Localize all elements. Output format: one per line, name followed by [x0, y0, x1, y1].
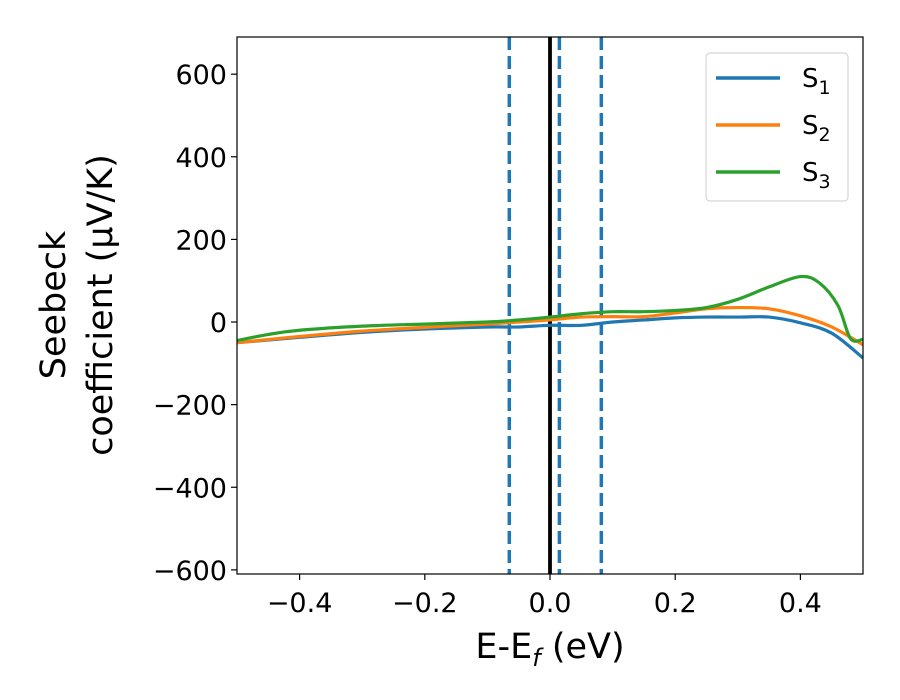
y-tick-label: −200 — [153, 391, 227, 422]
y-tick-label: 600 — [175, 60, 227, 91]
legend-label-s2: S2 — [802, 111, 831, 146]
legend: S1 S2 S3 — [705, 52, 849, 202]
x-axis-ticks: −0.4 −0.2 0.0 0.2 0.4 — [267, 574, 822, 619]
x-tick-label: 0.4 — [779, 588, 822, 619]
y-axis-label: Seebeck coefficient (μV/K) — [34, 154, 121, 456]
y-tick-label: −400 — [153, 473, 227, 504]
y-tick-label: −600 — [153, 556, 227, 587]
x-tick-label: 0.2 — [654, 588, 697, 619]
series-line-s3 — [237, 274, 863, 343]
series-lines — [237, 274, 863, 360]
y-tick-label: 400 — [175, 143, 227, 174]
x-tick-label: 0.0 — [529, 588, 572, 619]
y-axis-label-line2: coefficient (μV/K) — [81, 154, 121, 456]
legend-label-s1: S1 — [802, 64, 831, 99]
x-tick-label: −0.4 — [267, 588, 333, 619]
y-tick-label: 0 — [210, 308, 227, 339]
series-line-s2 — [237, 305, 863, 347]
y-tick-label: 200 — [175, 225, 227, 256]
legend-label-s3: S3 — [802, 158, 831, 193]
x-axis-label: E-Ef (eV) — [475, 627, 624, 672]
legend-box — [705, 52, 849, 202]
x-tick-label: −0.2 — [392, 588, 458, 619]
y-axis-label-line1: Seebeck — [34, 230, 74, 379]
vertical-reference-lines — [507, 37, 604, 574]
y-axis-ticks: 600 400 200 0 −200 −400 −600 — [153, 60, 237, 587]
